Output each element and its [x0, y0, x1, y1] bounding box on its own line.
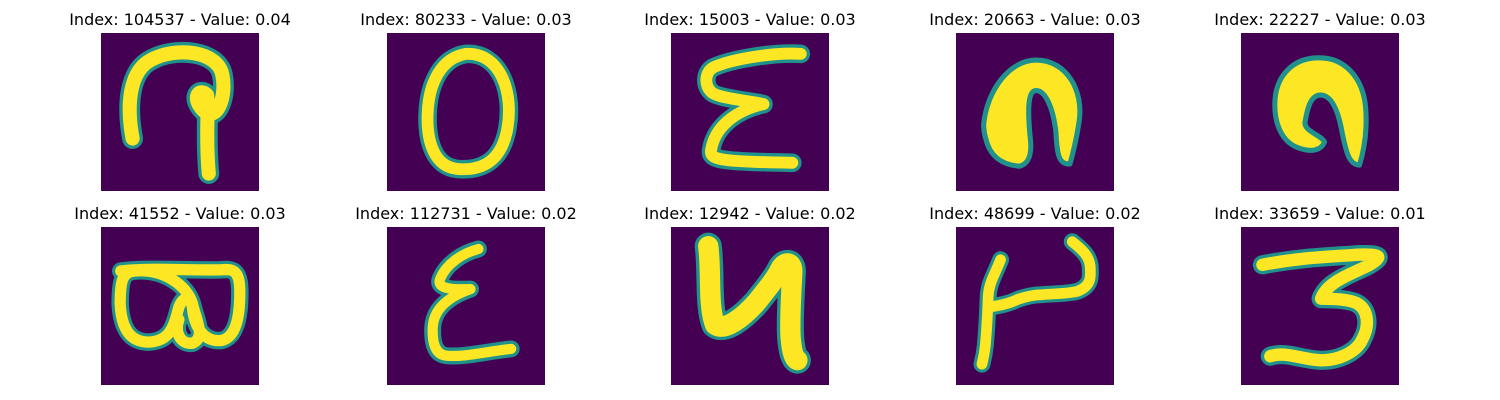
sample-panel-10: Index: 33659 - Value: 0.01	[1205, 204, 1435, 394]
sample-image	[956, 33, 1114, 191]
sample-image	[101, 33, 259, 191]
panel-title: Index: 22227 - Value: 0.03	[1214, 10, 1426, 29]
sample-image	[671, 227, 829, 385]
handwritten-glyph-image	[387, 33, 545, 191]
panel-title: Index: 15003 - Value: 0.03	[644, 10, 856, 29]
sample-image	[956, 227, 1114, 385]
handwritten-glyph-image	[671, 33, 829, 191]
sample-image	[1241, 33, 1399, 191]
sample-panel-9: Index: 48699 - Value: 0.02	[920, 204, 1150, 394]
handwritten-glyph-image	[101, 33, 259, 191]
sample-panel-4: Index: 20663 - Value: 0.03	[920, 10, 1150, 200]
sample-image	[387, 227, 545, 385]
handwritten-glyph-image	[1241, 33, 1399, 191]
handwritten-glyph-image	[956, 227, 1114, 385]
sample-image	[1241, 227, 1399, 385]
panel-title: Index: 112731 - Value: 0.02	[355, 204, 577, 223]
panel-title: Index: 33659 - Value: 0.01	[1214, 204, 1426, 223]
sample-panel-6: Index: 41552 - Value: 0.03	[65, 204, 295, 394]
panel-title: Index: 12942 - Value: 0.02	[644, 204, 856, 223]
panel-title: Index: 80233 - Value: 0.03	[360, 10, 572, 29]
sample-image	[387, 33, 545, 191]
panel-title: Index: 48699 - Value: 0.02	[929, 204, 1141, 223]
panel-title: Index: 41552 - Value: 0.03	[74, 204, 286, 223]
handwritten-glyph-image	[956, 33, 1114, 191]
sample-panel-2: Index: 80233 - Value: 0.03	[351, 10, 581, 200]
sample-panel-5: Index: 22227 - Value: 0.03	[1205, 10, 1435, 200]
panel-title: Index: 20663 - Value: 0.03	[929, 10, 1141, 29]
panel-title: Index: 104537 - Value: 0.04	[69, 10, 291, 29]
handwritten-glyph-image	[101, 227, 259, 385]
sample-image	[101, 227, 259, 385]
sample-image	[671, 33, 829, 191]
handwritten-glyph-image	[387, 227, 545, 385]
sample-panel-3: Index: 15003 - Value: 0.03	[635, 10, 865, 200]
handwritten-glyph-image	[671, 227, 829, 385]
sample-panel-8: Index: 12942 - Value: 0.02	[635, 204, 865, 394]
sample-panel-7: Index: 112731 - Value: 0.02	[351, 204, 581, 394]
handwritten-glyph-image	[1241, 227, 1399, 385]
sample-panel-1: Index: 104537 - Value: 0.04	[65, 10, 295, 200]
